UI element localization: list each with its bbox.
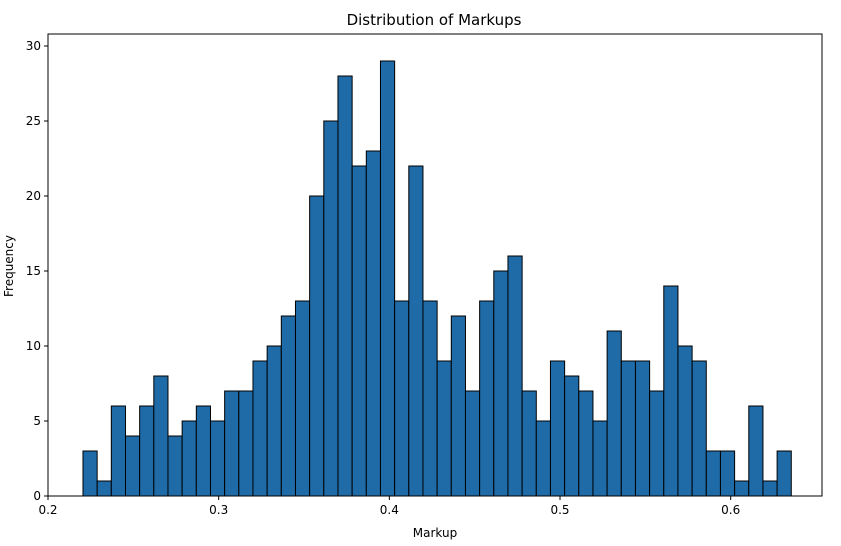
histogram-bar [238, 390, 254, 497]
histogram-bar [337, 75, 353, 497]
histogram-bar [436, 360, 452, 497]
histogram-bar [705, 450, 721, 497]
histogram-bar [82, 450, 98, 497]
histogram-bar [351, 165, 367, 497]
x-axis-ticks: 0.2 0.3 0.4 0.5 0.6 [38, 496, 740, 517]
histogram-bar [209, 420, 226, 497]
histogram-bar [110, 405, 126, 497]
histogram-bar [691, 360, 707, 497]
bars-group [82, 60, 792, 497]
chart-title: Distribution of Markups [347, 11, 522, 29]
histogram-bar [464, 390, 481, 497]
histogram-bar [167, 435, 183, 497]
y-axis-label: Frequency [2, 235, 16, 297]
y-tick-label: 0 [33, 489, 41, 503]
histogram-bar [224, 390, 240, 497]
histogram-bar [493, 270, 509, 497]
histogram-bar [677, 345, 693, 497]
histogram-bar [124, 435, 141, 497]
histogram-bar [323, 120, 339, 497]
histogram-bar [649, 390, 665, 497]
histogram-bar [564, 375, 580, 497]
histogram-bar [450, 315, 466, 497]
histogram-bar [394, 300, 410, 497]
histogram-bar [181, 420, 197, 497]
histogram-bar [549, 360, 566, 497]
histogram-bar [408, 165, 424, 497]
histogram-bar [422, 300, 438, 497]
histogram-bar [748, 405, 764, 497]
y-tick-label: 15 [26, 264, 41, 278]
histogram-bar [309, 195, 325, 497]
histogram-bar [620, 360, 636, 497]
histogram-bar [776, 450, 792, 497]
x-tick-label: 0.3 [209, 503, 228, 517]
histogram-bar [762, 480, 778, 497]
histogram-bar [734, 480, 750, 497]
histogram-bar [719, 450, 736, 497]
histogram-bar [606, 330, 622, 497]
y-tick-label: 20 [26, 189, 41, 203]
histogram-bar [266, 345, 282, 497]
x-axis-label: Markup [413, 526, 457, 540]
histogram-bar [578, 390, 594, 497]
x-tick-label: 0.5 [550, 503, 569, 517]
histogram-bar [195, 405, 211, 497]
histogram-bar [379, 60, 396, 497]
histogram-bar [592, 420, 608, 497]
y-tick-label: 5 [33, 414, 41, 428]
histogram-bar [96, 480, 112, 497]
plot-frame [47, 33, 823, 497]
histogram-bar [280, 315, 296, 497]
y-tick-label: 10 [26, 339, 41, 353]
histogram-bar [252, 360, 268, 497]
y-tick-label: 30 [26, 39, 41, 53]
histogram-bar [139, 405, 155, 497]
histogram-bar [663, 285, 679, 497]
y-axis-ticks: 0 5 10 15 20 25 30 [26, 39, 48, 503]
histogram-bar [153, 375, 169, 497]
histogram-bar [634, 360, 651, 497]
y-tick-label: 25 [26, 114, 41, 128]
histogram-bar [521, 390, 537, 497]
x-tick-label: 0.4 [380, 503, 399, 517]
histogram-bar [507, 255, 523, 497]
x-tick-label: 0.2 [38, 503, 57, 517]
histogram-bar [294, 300, 311, 497]
histogram-bar [479, 300, 495, 497]
x-tick-label: 0.6 [721, 503, 740, 517]
histogram-bar [535, 420, 551, 497]
histogram-bar [365, 150, 381, 497]
